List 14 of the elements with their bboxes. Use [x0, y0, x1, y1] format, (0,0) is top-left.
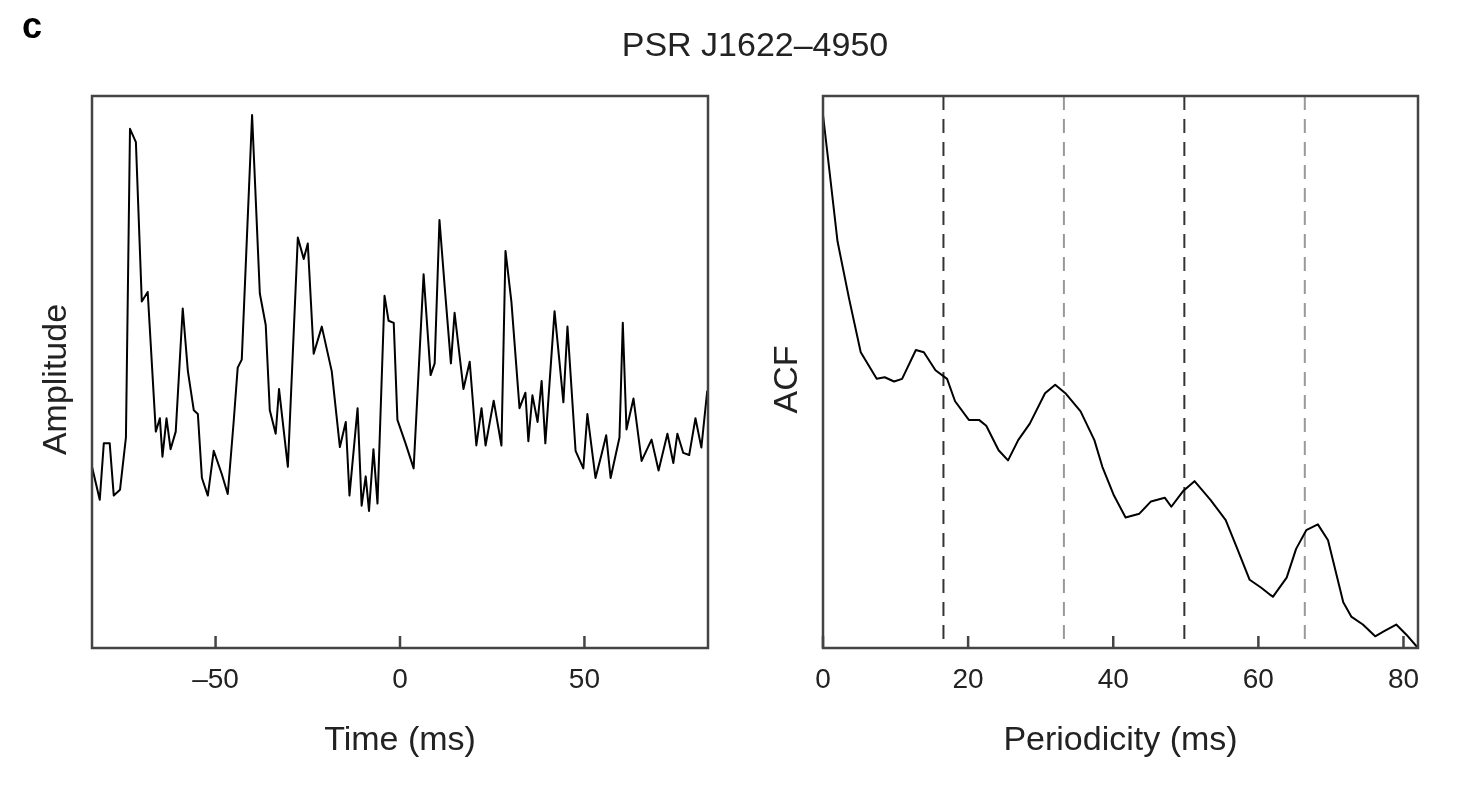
x-tick-label: 0: [392, 663, 408, 694]
x-tick-label: 40: [1097, 663, 1129, 694]
x-tick-label: 0: [815, 663, 831, 694]
y-axis-title: ACF: [766, 345, 804, 414]
x-axis-title: Time (ms): [324, 719, 476, 757]
chart-title: PSR J1622–4950: [621, 25, 889, 63]
x-tick-label: 80: [1387, 663, 1420, 694]
x-tick-label: 60: [1242, 663, 1274, 694]
x-tick-label: 50: [568, 663, 601, 694]
x-axis-title: Periodicity (ms): [1003, 719, 1238, 757]
y-axis-title: Amplitude: [35, 303, 73, 456]
x-tick-label: 20: [952, 663, 984, 694]
text: c: [22, 5, 43, 46]
x-tick-label: –50: [192, 663, 239, 694]
